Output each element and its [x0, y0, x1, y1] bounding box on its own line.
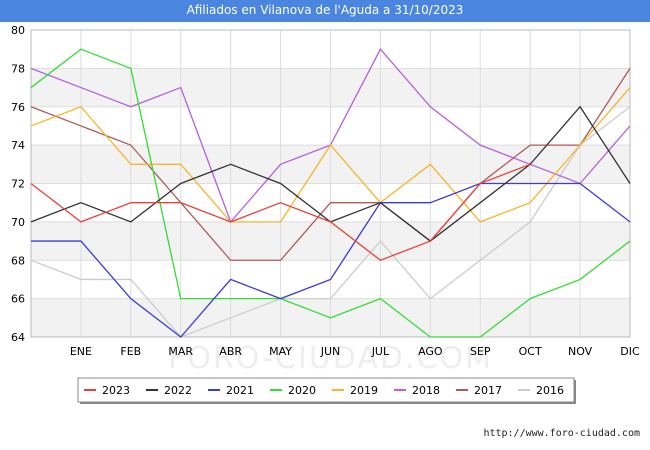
x-tick-label: ABR — [219, 345, 242, 358]
x-tick-label: JUL — [371, 345, 390, 358]
y-tick-label: 78 — [11, 62, 25, 75]
y-tick-label: 66 — [11, 293, 25, 306]
legend-label-2021: 2021 — [226, 384, 254, 397]
series-line-2021 — [31, 182, 631, 338]
legend-label-2020: 2020 — [288, 384, 316, 397]
y-tick-label: 76 — [11, 101, 25, 114]
watermark: FORO-CIUDAD.COM — [168, 341, 493, 376]
series-line-2023 — [30, 163, 531, 261]
legend-label-2016: 2016 — [536, 384, 564, 397]
series-line-2017 — [30, 68, 631, 261]
chart-title: Afiliados en Vilanova de l'Aguda a 31/10… — [186, 3, 464, 17]
y-tick-label: 64 — [11, 331, 25, 344]
series-line-2016 — [30, 106, 631, 338]
legend-box — [77, 377, 575, 403]
x-tick-label: OCT — [519, 345, 542, 358]
y-tick-label: 74 — [11, 139, 25, 152]
legend-label-2019: 2019 — [350, 384, 378, 397]
y-tick-label: 70 — [11, 216, 25, 229]
x-tick-label: NOV — [568, 345, 593, 358]
legend-label-2023: 2023 — [102, 384, 130, 397]
legend-label-2017: 2017 — [474, 384, 502, 397]
title-bar — [0, 0, 650, 22]
series-line-2019 — [30, 87, 631, 223]
x-tick-label: MAR — [168, 345, 193, 358]
x-tick-label: SEP — [470, 345, 491, 358]
source-link[interactable]: http://www.foro-ciudad.com — [483, 428, 640, 439]
x-tick-label: FEB — [120, 345, 141, 358]
x-tick-label: AGO — [418, 345, 443, 358]
y-tick-label: 72 — [11, 178, 25, 191]
series-line-2020 — [30, 48, 631, 338]
x-tick-label: ENE — [70, 345, 92, 358]
y-tick-label: 80 — [11, 24, 25, 37]
y-tick-label: 68 — [11, 254, 25, 267]
legend-label-2022: 2022 — [164, 384, 192, 397]
legend-label-2018: 2018 — [412, 384, 440, 397]
x-tick-label: JUN — [320, 345, 341, 358]
x-tick-label: DIC — [620, 345, 640, 358]
x-tick-label: MAY — [269, 345, 292, 358]
